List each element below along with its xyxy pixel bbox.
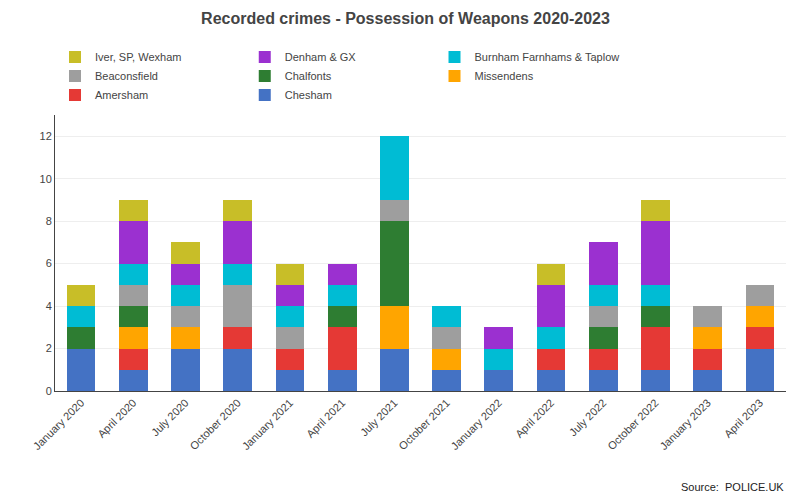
svg-text:Amersham: Amersham <box>95 89 148 101</box>
svg-text:Chesham: Chesham <box>285 89 332 101</box>
svg-text:Iver, SP, Wexham: Iver, SP, Wexham <box>95 51 181 63</box>
svg-text:January 2021: January 2021 <box>240 397 296 453</box>
svg-text:4: 4 <box>46 300 52 312</box>
svg-text:Source: POLICE.UK: Source: POLICE.UK <box>681 481 784 493</box>
svg-text:October 2020: October 2020 <box>187 397 243 453</box>
svg-text:Missendens: Missendens <box>475 70 534 82</box>
svg-text:July 2022: July 2022 <box>567 397 609 439</box>
svg-text:April 2021: April 2021 <box>304 397 348 441</box>
svg-text:Beaconsfield: Beaconsfield <box>95 70 158 82</box>
svg-text:April 2022: April 2022 <box>513 397 557 441</box>
svg-text:Denham & GX: Denham & GX <box>285 51 357 63</box>
svg-text:2: 2 <box>46 342 52 354</box>
svg-text:October 2021: October 2021 <box>396 397 452 453</box>
svg-text:April 2023: April 2023 <box>722 397 766 441</box>
svg-text:8: 8 <box>46 215 52 227</box>
svg-text:Burnham Farnhams & Taplow: Burnham Farnhams & Taplow <box>475 51 620 63</box>
svg-text:July 2021: July 2021 <box>358 397 400 439</box>
svg-text:January 2022: January 2022 <box>448 397 504 453</box>
svg-text:Recorded crimes - Possession o: Recorded crimes - Possession of Weapons … <box>201 10 610 27</box>
svg-text:10: 10 <box>40 173 52 185</box>
svg-text:0: 0 <box>46 385 52 397</box>
svg-text:April 2020: April 2020 <box>95 397 139 441</box>
svg-text:Chalfonts: Chalfonts <box>285 70 332 82</box>
svg-text:July 2020: July 2020 <box>149 397 191 439</box>
svg-text:January 2023: January 2023 <box>657 397 713 453</box>
svg-text:January 2020: January 2020 <box>31 397 87 453</box>
svg-text:12: 12 <box>40 130 52 142</box>
svg-text:October 2022: October 2022 <box>605 397 661 453</box>
svg-text:6: 6 <box>46 257 52 269</box>
